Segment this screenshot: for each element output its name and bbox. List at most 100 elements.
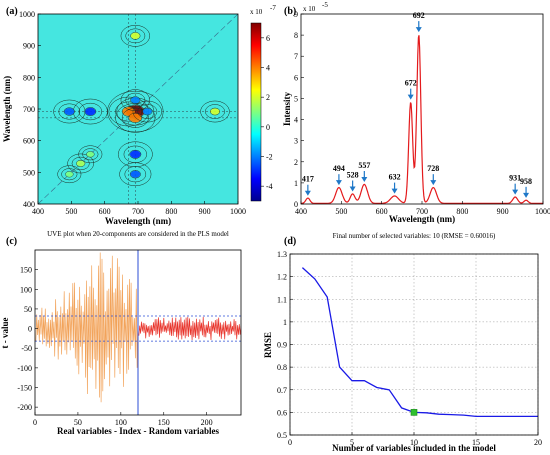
selected-point	[410, 409, 418, 416]
panel-c-x-tick-label: 100	[115, 418, 127, 427]
panel-b-spectrum: (b) x 10 -5 4174945285576326726927289319…	[282, 1, 550, 224]
panel-b-xlabel: Wavelength (nm)	[389, 214, 455, 224]
panel-a-heatmap: (a) 400 500 600 700 800 900 1000 400 500 600 700 8…	[2, 4, 276, 226]
contour-ring	[78, 145, 103, 164]
panel-b-y-tick-label: 3	[294, 137, 298, 146]
series-real-line	[35, 252, 139, 403]
contour-ring	[115, 101, 143, 122]
panel-c-y-tick-label: -200	[17, 403, 32, 412]
contour-ring	[132, 100, 162, 123]
panel-a-x-tick-label: 900	[199, 207, 211, 216]
panel-c-x-tick-label: 200	[201, 418, 213, 427]
panel-c-x-tick-label: 150	[158, 418, 170, 427]
colorbar-exponent: x 10	[250, 8, 263, 16]
peak-label: 728	[427, 164, 439, 173]
contour-ring	[124, 166, 147, 183]
panel-c-y-tick-label: -100	[17, 364, 32, 373]
contour-ring	[71, 156, 90, 171]
panel-b-x-tick-label: 800	[456, 207, 468, 216]
panel-c-ylabel: t - value	[0, 318, 10, 349]
panel-c-x-tick-label: 50	[74, 418, 82, 427]
peak-label: 417	[302, 175, 314, 184]
contour-ring	[67, 153, 94, 174]
contour-ring	[120, 25, 150, 47]
peak-arrow-head	[361, 177, 368, 182]
panel-a-xlabel: Wavelength (nm)	[105, 216, 171, 226]
contour-ring	[117, 141, 153, 168]
panel-c-y-tick-label: -150	[17, 384, 32, 393]
colorbar-tick-label: 4	[266, 64, 270, 73]
panel-b-y-tick-label: 6	[294, 73, 298, 82]
contour-ring	[128, 112, 143, 123]
panel-d-x-tick-label: 0	[288, 438, 292, 447]
colorbar-tick-label: -4	[266, 182, 273, 191]
panel-d-y-tick-label: 0.5	[277, 431, 287, 440]
peak-arrow-head	[523, 192, 530, 198]
hotspot	[130, 96, 140, 104]
contour-ring	[53, 99, 86, 124]
contour-ring	[130, 96, 141, 104]
panel-d-label: (d)	[284, 236, 296, 247]
panel-d-y-tick-label: 1.3	[277, 250, 287, 259]
panel-b-x-tick-label: 1000	[535, 207, 550, 216]
panel-b-y-tick-label: 5	[294, 94, 298, 103]
contour-ring	[84, 107, 97, 116]
contour-ring	[76, 160, 86, 167]
peak-arrow-head	[304, 190, 311, 196]
panel-b-label: (b)	[284, 6, 296, 17]
contour-ring	[137, 104, 158, 119]
panel-a-y-tick-label: 1000	[19, 10, 35, 19]
contour-ring	[119, 162, 152, 187]
contour-ring	[86, 151, 95, 158]
contour-ring	[142, 107, 153, 116]
panel-d-y-tick-label: 1	[283, 318, 287, 327]
panel-d-rmse: (d) Final number of selected variables: …	[263, 232, 542, 453]
peak-arrow-head	[512, 189, 519, 195]
panel-b-ylabel: Intensity	[282, 92, 292, 127]
panel-a-x-tick-label: 1000	[230, 207, 246, 216]
panel-b-y-tick-label: 4	[294, 116, 298, 125]
colorbar-tick-label: -2	[266, 153, 273, 162]
peak-arrow-head	[391, 188, 398, 194]
contour-ring	[82, 148, 99, 161]
colorbar	[250, 22, 262, 202]
hotspot	[64, 108, 75, 116]
contour-ring	[61, 168, 78, 181]
panel-d-xlabel: Number of variables included in the mode…	[332, 443, 496, 453]
panel-b-y-tick-label: 7	[294, 52, 298, 61]
panel-c-y-tick-label: 150	[20, 266, 32, 275]
panel-c-xlabel: Real variables - Index - Random variable…	[57, 426, 219, 436]
peak-arrow-head	[407, 94, 414, 100]
hotspot	[130, 170, 141, 178]
panel-d-y-tick-label: 0.6	[277, 408, 287, 417]
hotspot	[85, 107, 96, 116]
peak-label: 494	[333, 164, 345, 173]
panel-b-x-tick-label: 500	[335, 207, 347, 216]
panel-a-label: (a)	[6, 6, 18, 17]
panel-d-y-tick-label: 1.2	[277, 273, 287, 282]
contour-ring	[121, 106, 136, 117]
peak-label: 931	[509, 174, 521, 183]
peak-label: 692	[413, 11, 425, 20]
panel-b-exponent: x 10	[303, 5, 316, 13]
peak-arrow-head	[349, 186, 356, 192]
peak-label: 528	[347, 171, 359, 180]
panel-b-x-tick-label: 900	[497, 207, 509, 216]
panel-d-y-tick-label: 0.9	[277, 341, 287, 350]
contour-ring	[209, 107, 221, 116]
panel-d-x-tick-label: 10	[410, 438, 418, 447]
contour-ring	[78, 102, 102, 121]
peak-label: 958	[520, 177, 532, 186]
panel-a-y-tick-label: 900	[23, 42, 35, 51]
hotspot	[76, 160, 85, 167]
hotspot	[65, 171, 73, 177]
contour-ring	[63, 107, 75, 116]
hotspot	[130, 32, 140, 40]
contour-ring	[115, 103, 156, 133]
peak-arrow-head	[415, 27, 422, 33]
contour-ring	[57, 165, 82, 184]
panel-a-x-tick-label: 400	[32, 207, 44, 216]
panel-b-y-tick-label: 8	[294, 31, 298, 40]
contour-ring	[205, 104, 225, 119]
